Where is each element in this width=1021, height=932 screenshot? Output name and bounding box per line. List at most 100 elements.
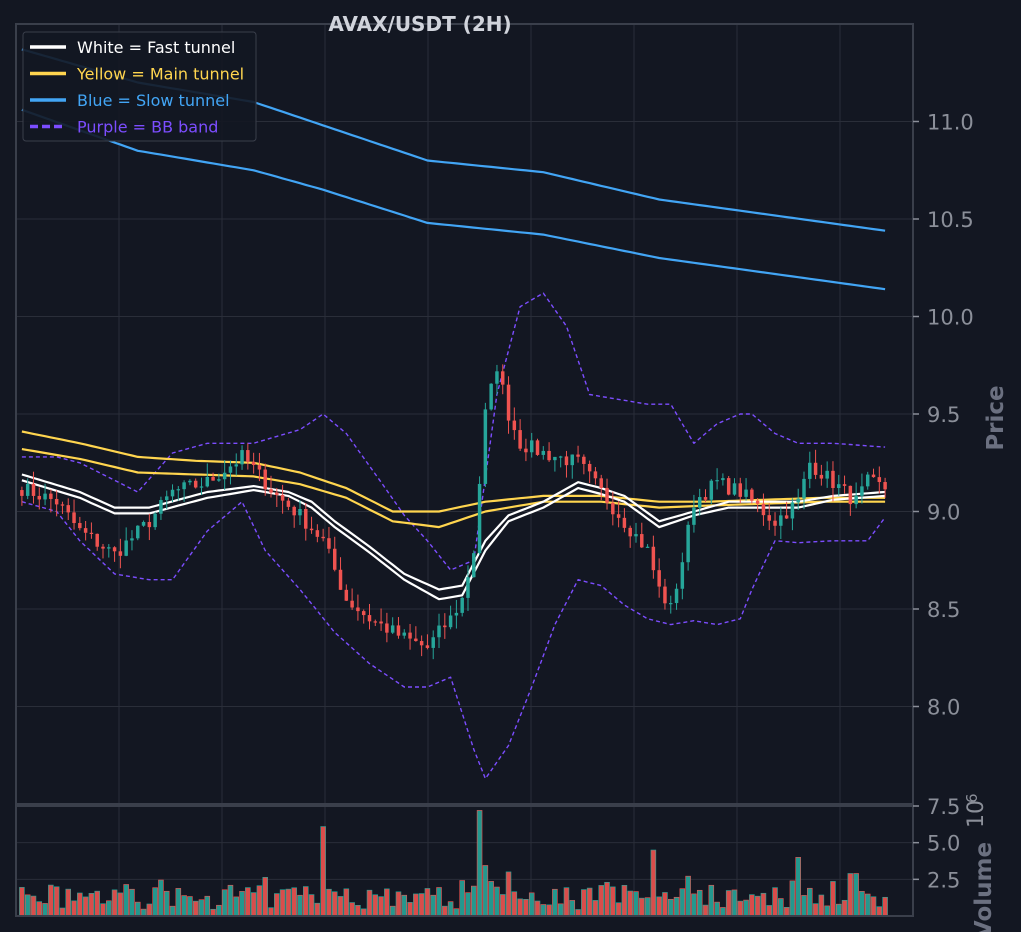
volume-bar [216, 904, 222, 917]
volume-bar [94, 890, 100, 917]
candle-body [182, 482, 186, 490]
candle-body [651, 546, 656, 571]
volume-bar [59, 907, 66, 917]
candle-body [78, 523, 82, 529]
volume-bar [552, 888, 558, 917]
volume-bar [227, 884, 234, 917]
candle-body [263, 469, 267, 490]
candle-body [640, 534, 644, 548]
volume-bar [720, 907, 726, 917]
volume-bar [604, 882, 610, 917]
volume-axis: 2.5 5.0 7.5 [913, 795, 960, 892]
candle-body [645, 546, 650, 548]
candle-body [755, 500, 760, 504]
volume-bar [517, 898, 523, 917]
volume-tick-label: 5.0 [927, 832, 960, 856]
candle-body [883, 482, 887, 490]
volume-bars [19, 810, 888, 917]
candle-body [489, 383, 493, 410]
volume-bar [633, 891, 639, 917]
volume-bar [528, 892, 535, 917]
candle-body [309, 528, 314, 531]
candle-body [680, 562, 685, 589]
candle-body [715, 480, 719, 482]
volume-bar [123, 884, 129, 917]
volume-bar [268, 907, 274, 917]
candle-body [141, 521, 146, 526]
volume-bar [859, 891, 865, 917]
candle-body [825, 470, 829, 479]
candle-body [599, 478, 603, 488]
candle-body [865, 474, 870, 487]
volume-bar [639, 897, 645, 917]
volume-bar [847, 873, 854, 917]
candle-body [321, 536, 325, 539]
candle-body [147, 521, 152, 528]
legend: White = Fast tunnel Yellow = Main tunnel B… [22, 31, 257, 142]
volume-bar [65, 888, 72, 917]
candle-body [298, 509, 302, 516]
candle-body [674, 588, 679, 604]
volume-bar [667, 898, 674, 917]
candle-body [367, 615, 372, 622]
candle-body [529, 440, 534, 453]
legend-label: Purple = BB band [77, 118, 218, 137]
candle-body [721, 478, 725, 481]
candle-body [460, 597, 464, 613]
candle-body [176, 489, 181, 491]
candle-body [431, 637, 435, 648]
candle-body [356, 607, 360, 612]
volume-bar [430, 894, 436, 917]
candle-body [101, 546, 105, 549]
price-tick-label: 9.5 [927, 403, 960, 427]
volume-bar [192, 900, 199, 917]
volume-bar [488, 881, 494, 917]
candle-body [622, 517, 627, 528]
volume-bar [766, 905, 772, 917]
candle-body [217, 479, 221, 481]
candle-body [767, 515, 771, 521]
candle-body [761, 503, 766, 516]
volume-bar [447, 901, 454, 917]
candle-body [790, 502, 795, 519]
volume-bar [581, 889, 587, 917]
volume-bar [772, 887, 778, 917]
candle-body [112, 547, 117, 552]
volume-bar [337, 896, 344, 917]
volume-bar [523, 899, 529, 917]
volume-bar [731, 889, 738, 917]
volume-bar [384, 888, 390, 917]
candle-body [332, 548, 337, 570]
chart-title: AVAX/USDT (2H) [328, 12, 511, 36]
candle-body [570, 454, 575, 466]
volume-bar [129, 888, 135, 917]
bb-band-upper [21, 292, 886, 571]
volume-bar [239, 891, 245, 917]
volume-bar [175, 888, 182, 917]
slow-tunnel-lower [21, 108, 886, 291]
candle-body [558, 456, 563, 458]
candle-body [669, 603, 673, 605]
candle-body [211, 476, 215, 481]
candle-body [524, 448, 528, 453]
volume-bar [621, 885, 628, 917]
candle-body [582, 456, 586, 464]
volume-bar [789, 880, 796, 917]
candle-body [107, 547, 111, 549]
candle-body [466, 577, 470, 598]
candle-body [327, 538, 331, 549]
candle-body [732, 483, 737, 495]
volume-bar [685, 875, 691, 917]
candle-body [228, 466, 233, 473]
volume-bar [187, 896, 193, 917]
candle-body [240, 450, 244, 465]
candle-body [848, 485, 853, 505]
volume-bar [349, 902, 355, 917]
legend-label: Yellow = Main tunnel [76, 65, 244, 84]
volume-tick-label: 2.5 [927, 868, 960, 892]
volume-bar [53, 886, 60, 917]
volume-bar [696, 889, 703, 917]
volume-bar [743, 899, 749, 917]
candle-body [512, 420, 517, 431]
candle-body [813, 462, 818, 475]
